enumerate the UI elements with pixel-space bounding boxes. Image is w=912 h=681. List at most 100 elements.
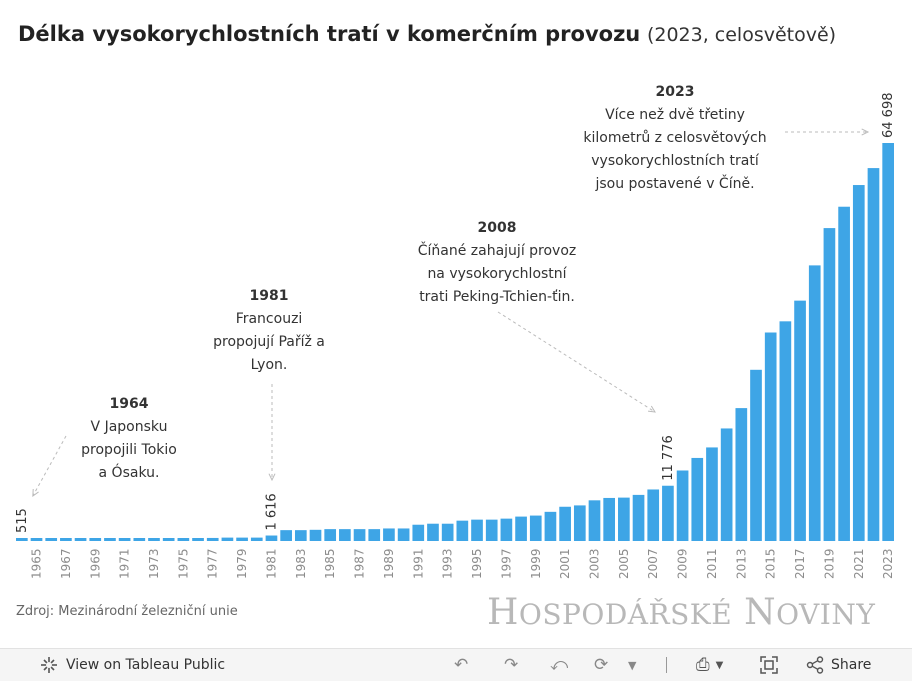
annotation-title: 1964	[110, 396, 149, 412]
x-tick-label: 2007	[646, 548, 660, 579]
x-tick-label: 1983	[294, 548, 308, 579]
undo-button[interactable]: ↶	[454, 649, 468, 681]
share-label: Share	[831, 657, 872, 673]
bar-2010	[691, 457, 704, 541]
bar-1972	[133, 538, 146, 541]
bar-1979	[236, 537, 248, 541]
bar-2018	[808, 265, 821, 541]
bar-2004	[603, 497, 616, 541]
redo-button[interactable]: ↷	[504, 649, 518, 681]
x-tick-label: 1991	[411, 548, 425, 579]
x-tick-label: 1987	[353, 548, 367, 579]
view-on-tableau-button[interactable]: View on Tableau Public	[40, 649, 225, 681]
x-tick-label: 1995	[470, 548, 484, 579]
bar-1993	[441, 523, 454, 541]
value-label: 515	[15, 508, 30, 533]
annotation-text: propojují Paříž a	[213, 334, 325, 350]
download-dropdown-icon: ▼	[715, 659, 724, 671]
refresh-button[interactable]: ⟳	[594, 649, 608, 681]
view-on-tableau-label: View on Tableau Public	[66, 657, 226, 673]
bar-2019	[823, 228, 836, 541]
annotation-arrowhead	[861, 128, 870, 136]
refresh-icon: ⟳	[594, 655, 609, 675]
bar-2020	[838, 206, 850, 542]
bar-1975	[177, 538, 190, 541]
annotation-text: Číňané zahajují provoz	[418, 241, 577, 259]
bar-2016	[779, 321, 792, 541]
bar-1981	[265, 535, 278, 541]
x-tick-label: 1975	[176, 548, 190, 579]
bar-1995	[471, 519, 483, 541]
bar-1966	[45, 538, 58, 541]
bar-1967	[60, 538, 72, 541]
bar-2008	[662, 485, 674, 541]
chart-title: Délka vysokorychlostních tratí v komerčn…	[18, 22, 836, 46]
x-tick-label: 2011	[705, 548, 719, 579]
download-button[interactable]: ⎙ ▼	[696, 649, 723, 681]
brand-logo: HOSPODÁŘSKÉ NOVINY	[487, 592, 876, 633]
x-tick-label: 1969	[88, 548, 102, 579]
bar-1976	[192, 538, 204, 541]
annotation-text: na vysokorychlostní	[427, 266, 567, 282]
annotation-text: Více než dvě třetiny	[605, 107, 745, 123]
bar-2003	[588, 500, 601, 541]
annotation-text: Lyon.	[251, 357, 288, 373]
chart-title-sub: (2023, celosvětově)	[646, 24, 837, 46]
chart-title-main: Délka vysokorychlostních tratí v komerčn…	[18, 22, 641, 46]
bar-1998	[515, 516, 527, 541]
annotation-text: a Ósaku.	[99, 463, 160, 481]
source-note: Zdroj: Mezinárodní železniční unie	[16, 604, 238, 619]
value-label: 1 616	[264, 493, 279, 530]
revert-button[interactable]: ⤺	[550, 649, 568, 681]
bar-1969	[89, 538, 102, 541]
toolbar-divider	[666, 657, 667, 673]
bar-1992	[427, 523, 439, 541]
annotation-text: Francouzi	[236, 311, 303, 327]
bar-1989	[383, 528, 395, 541]
bar-1965	[30, 538, 43, 541]
x-tick-label: 2015	[764, 548, 778, 579]
bar-1982	[280, 530, 292, 541]
annotation-text: kilometrů z celosvětových	[583, 130, 766, 146]
share-button[interactable]: Share	[806, 649, 871, 681]
fullscreen-icon	[760, 656, 778, 674]
bar-1970	[104, 538, 116, 541]
annotation-title: 2023	[656, 84, 695, 100]
x-tick-label: 1993	[441, 548, 455, 579]
annotation-title: 1981	[250, 288, 289, 304]
bar-2017	[794, 300, 806, 541]
bar-1985	[324, 529, 337, 541]
bar-1978	[221, 537, 234, 541]
bar-2001	[559, 506, 571, 541]
refresh-dropdown[interactable]: ▼	[628, 649, 636, 681]
annotation-title: 2008	[478, 220, 517, 236]
bar-2021	[852, 185, 865, 542]
bar-1987	[353, 529, 366, 541]
download-icon: ⎙	[696, 655, 710, 675]
x-tick-label: 2003	[587, 548, 601, 579]
bar-1994	[456, 520, 469, 541]
bar-1968	[74, 538, 87, 541]
x-tick-label: 1973	[147, 548, 161, 579]
bar-2000	[544, 511, 557, 541]
bar-1977	[206, 537, 219, 541]
x-tick-label: 1997	[499, 548, 513, 579]
x-tick-label: 2013	[734, 548, 748, 579]
annotation-text: vysokorychlostních tratí	[591, 153, 760, 169]
x-tick-label: 1999	[529, 548, 543, 579]
annotation-arrowhead	[647, 405, 656, 413]
bar-2006	[632, 494, 645, 541]
bar-2022	[867, 168, 880, 541]
bar-2013	[735, 408, 748, 541]
x-tick-label: 2005	[617, 548, 631, 579]
x-tick-label: 1967	[59, 548, 73, 579]
fullscreen-button[interactable]	[760, 649, 778, 681]
annotation-text: jsou postavené v Číně.	[594, 174, 754, 192]
x-tick-label: 1981	[264, 548, 278, 579]
bar-1984	[309, 529, 322, 541]
value-label: 64 698	[881, 93, 896, 139]
undo-icon: ↶	[454, 655, 469, 675]
bar-1986	[339, 529, 351, 541]
bar-2014	[750, 369, 762, 541]
x-tick-label: 1971	[118, 548, 132, 579]
